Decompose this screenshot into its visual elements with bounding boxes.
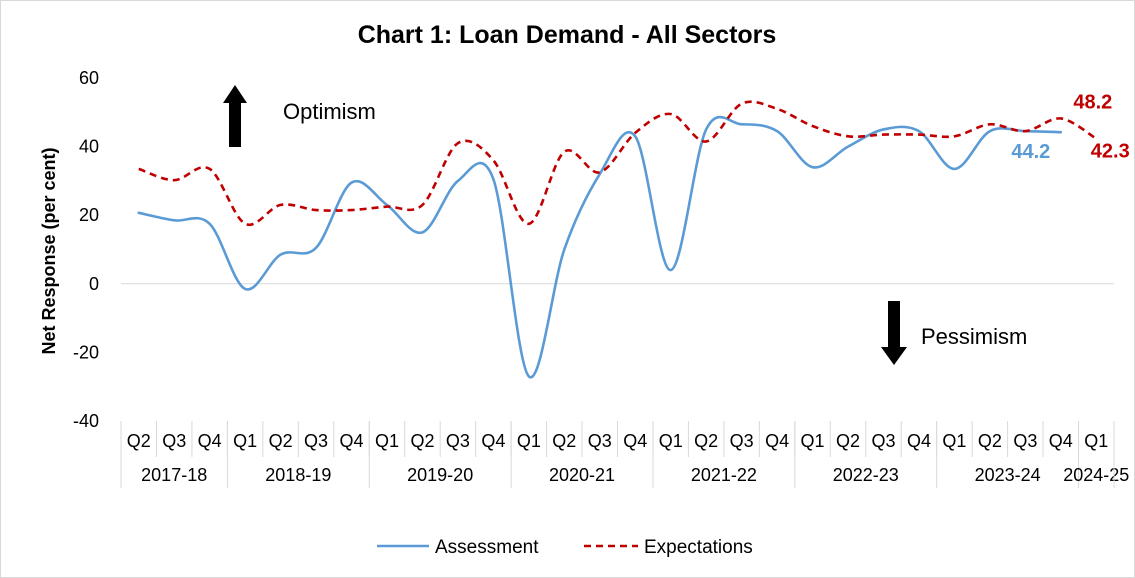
x-tick-label: Q1 <box>659 431 683 451</box>
data-labels: 44.2 48.2 42.3 <box>1011 91 1129 163</box>
expectations-point-label: 42.3 <box>1091 141 1130 163</box>
y-tick-label: 20 <box>79 205 99 225</box>
annotations: Optimism Pessimism <box>223 85 1027 365</box>
down-arrow-icon <box>881 301 907 365</box>
legend-label-assessment: Assessment <box>435 537 539 558</box>
legend-label-expectations: Expectations <box>644 537 753 558</box>
x-tick-label: Q3 <box>871 431 895 451</box>
x-tick-label: Q1 <box>801 431 825 451</box>
x-tick-label: Q2 <box>836 431 860 451</box>
x-group-label: 2021-22 <box>691 465 757 485</box>
x-tick-label: Q4 <box>1049 431 1073 451</box>
y-tick-label: 0 <box>89 274 99 294</box>
x-tick-label: Q2 <box>978 431 1002 451</box>
x-tick-label: Q2 <box>127 431 151 451</box>
x-tick-label: Q3 <box>588 431 612 451</box>
assessment-end-label: 44.2 <box>1011 141 1050 163</box>
pessimism-annotation: Pessimism <box>921 324 1027 349</box>
axes: -40 -20 0 20 40 60 Q2 Q3 Q4 Q1 Q2 Q3 Q4 Q1 Q2 Q3 Q4 Q1 Q2 Q… <box>73 68 1129 488</box>
x-tick-label: Q3 <box>1013 431 1037 451</box>
x-tick-label: Q3 <box>304 431 328 451</box>
x-tick-label: Q3 <box>446 431 470 451</box>
optimism-annotation: Optimism <box>283 99 376 124</box>
y-tick-label: 40 <box>79 137 99 157</box>
y-axis-label: Net Response (per cent) <box>39 147 59 354</box>
x-group-label: 2024-25 <box>1063 465 1129 485</box>
x-group-label: 2019-20 <box>407 465 473 485</box>
x-tick-label: Q1 <box>233 431 257 451</box>
x-tick-label: Q4 <box>907 431 931 451</box>
x-tick-label: Q4 <box>340 431 364 451</box>
expectations-point-label: 48.2 <box>1073 91 1112 113</box>
x-tick-label: Q2 <box>694 431 718 451</box>
x-tick-label: Q3 <box>730 431 754 451</box>
x-tick-label: Q2 <box>410 431 434 451</box>
y-tick-label: -40 <box>73 411 99 431</box>
x-tick-label: Q1 <box>517 431 541 451</box>
x-tick-label: Q2 <box>269 431 293 451</box>
x-tick-label: Q2 <box>552 431 576 451</box>
x-tick-label: Q1 <box>942 431 966 451</box>
x-group-label: 2018-19 <box>265 465 331 485</box>
x-tick-label: Q4 <box>623 431 647 451</box>
x-tick-label: Q4 <box>198 431 222 451</box>
x-group-label: 2017-18 <box>141 465 207 485</box>
x-tick-label: Q4 <box>765 431 789 451</box>
x-group-label: 2023-24 <box>975 465 1041 485</box>
x-tick-label: Q1 <box>375 431 399 451</box>
up-arrow-icon <box>223 85 247 147</box>
x-tick-label: Q3 <box>162 431 186 451</box>
x-group-label: 2020-21 <box>549 465 615 485</box>
y-tick-label: -20 <box>73 342 99 362</box>
legend: Assessment Expectations <box>377 537 753 558</box>
series-line-assessment <box>137 115 1063 379</box>
y-tick-label: 60 <box>79 68 99 88</box>
chart-title: Chart 1: Loan Demand - All Sectors <box>358 21 777 49</box>
x-group-label: 2022-23 <box>833 465 899 485</box>
x-tick-label: Q4 <box>481 431 505 451</box>
x-tick-label: Q1 <box>1084 431 1108 451</box>
series <box>137 100 1097 379</box>
series-line-expectations <box>138 100 1097 227</box>
